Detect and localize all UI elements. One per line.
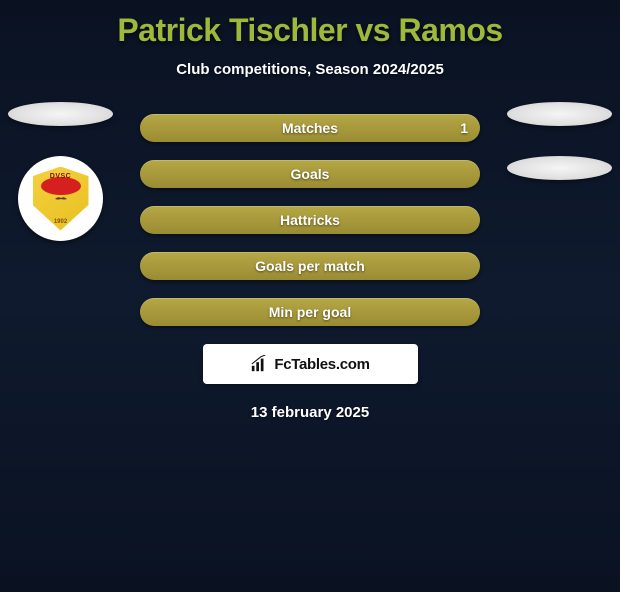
stat-row-matches: Matches 1 [140, 114, 480, 142]
season-subtitle: Club competitions, Season 2024/2025 [0, 61, 620, 78]
stat-row-goals-per-match: Goals per match [140, 252, 480, 280]
stat-row-min-per-goal: Min per goal [140, 298, 480, 326]
page-title: Patrick Tischler vs Ramos [0, 12, 620, 49]
left-player-column: DVSC 1902 [8, 102, 113, 241]
badge-year: 1902 [54, 219, 67, 225]
stat-row-hattricks: Hattricks [140, 206, 480, 234]
shield-icon: DVSC 1902 [33, 167, 89, 231]
player-avatar-placeholder [8, 102, 113, 126]
bird-icon [54, 195, 68, 206]
chart-icon [250, 355, 268, 373]
branding-badge[interactable]: FcTables.com [203, 344, 418, 384]
player-avatar-placeholder [507, 102, 612, 126]
stat-right-value: 1 [460, 120, 468, 136]
stat-label: Min per goal [269, 304, 351, 320]
comparison-panel: DVSC 1902 Matches 1 Goals Hattricks [0, 114, 620, 421]
branding-label: FcTables.com [274, 356, 369, 373]
stat-row-goals: Goals [140, 160, 480, 188]
stat-label: Matches [282, 120, 338, 136]
stats-list: Matches 1 Goals Hattricks Goals per matc… [140, 114, 480, 326]
badge-top-text: DVSC [50, 173, 71, 180]
right-player-column [507, 102, 612, 180]
stat-label: Goals per match [255, 258, 365, 274]
left-club-badge: DVSC 1902 [18, 156, 103, 241]
generated-date: 13 february 2025 [0, 404, 620, 421]
club-avatar-placeholder [507, 156, 612, 180]
stat-label: Hattricks [280, 212, 340, 228]
stat-label: Goals [291, 166, 330, 182]
